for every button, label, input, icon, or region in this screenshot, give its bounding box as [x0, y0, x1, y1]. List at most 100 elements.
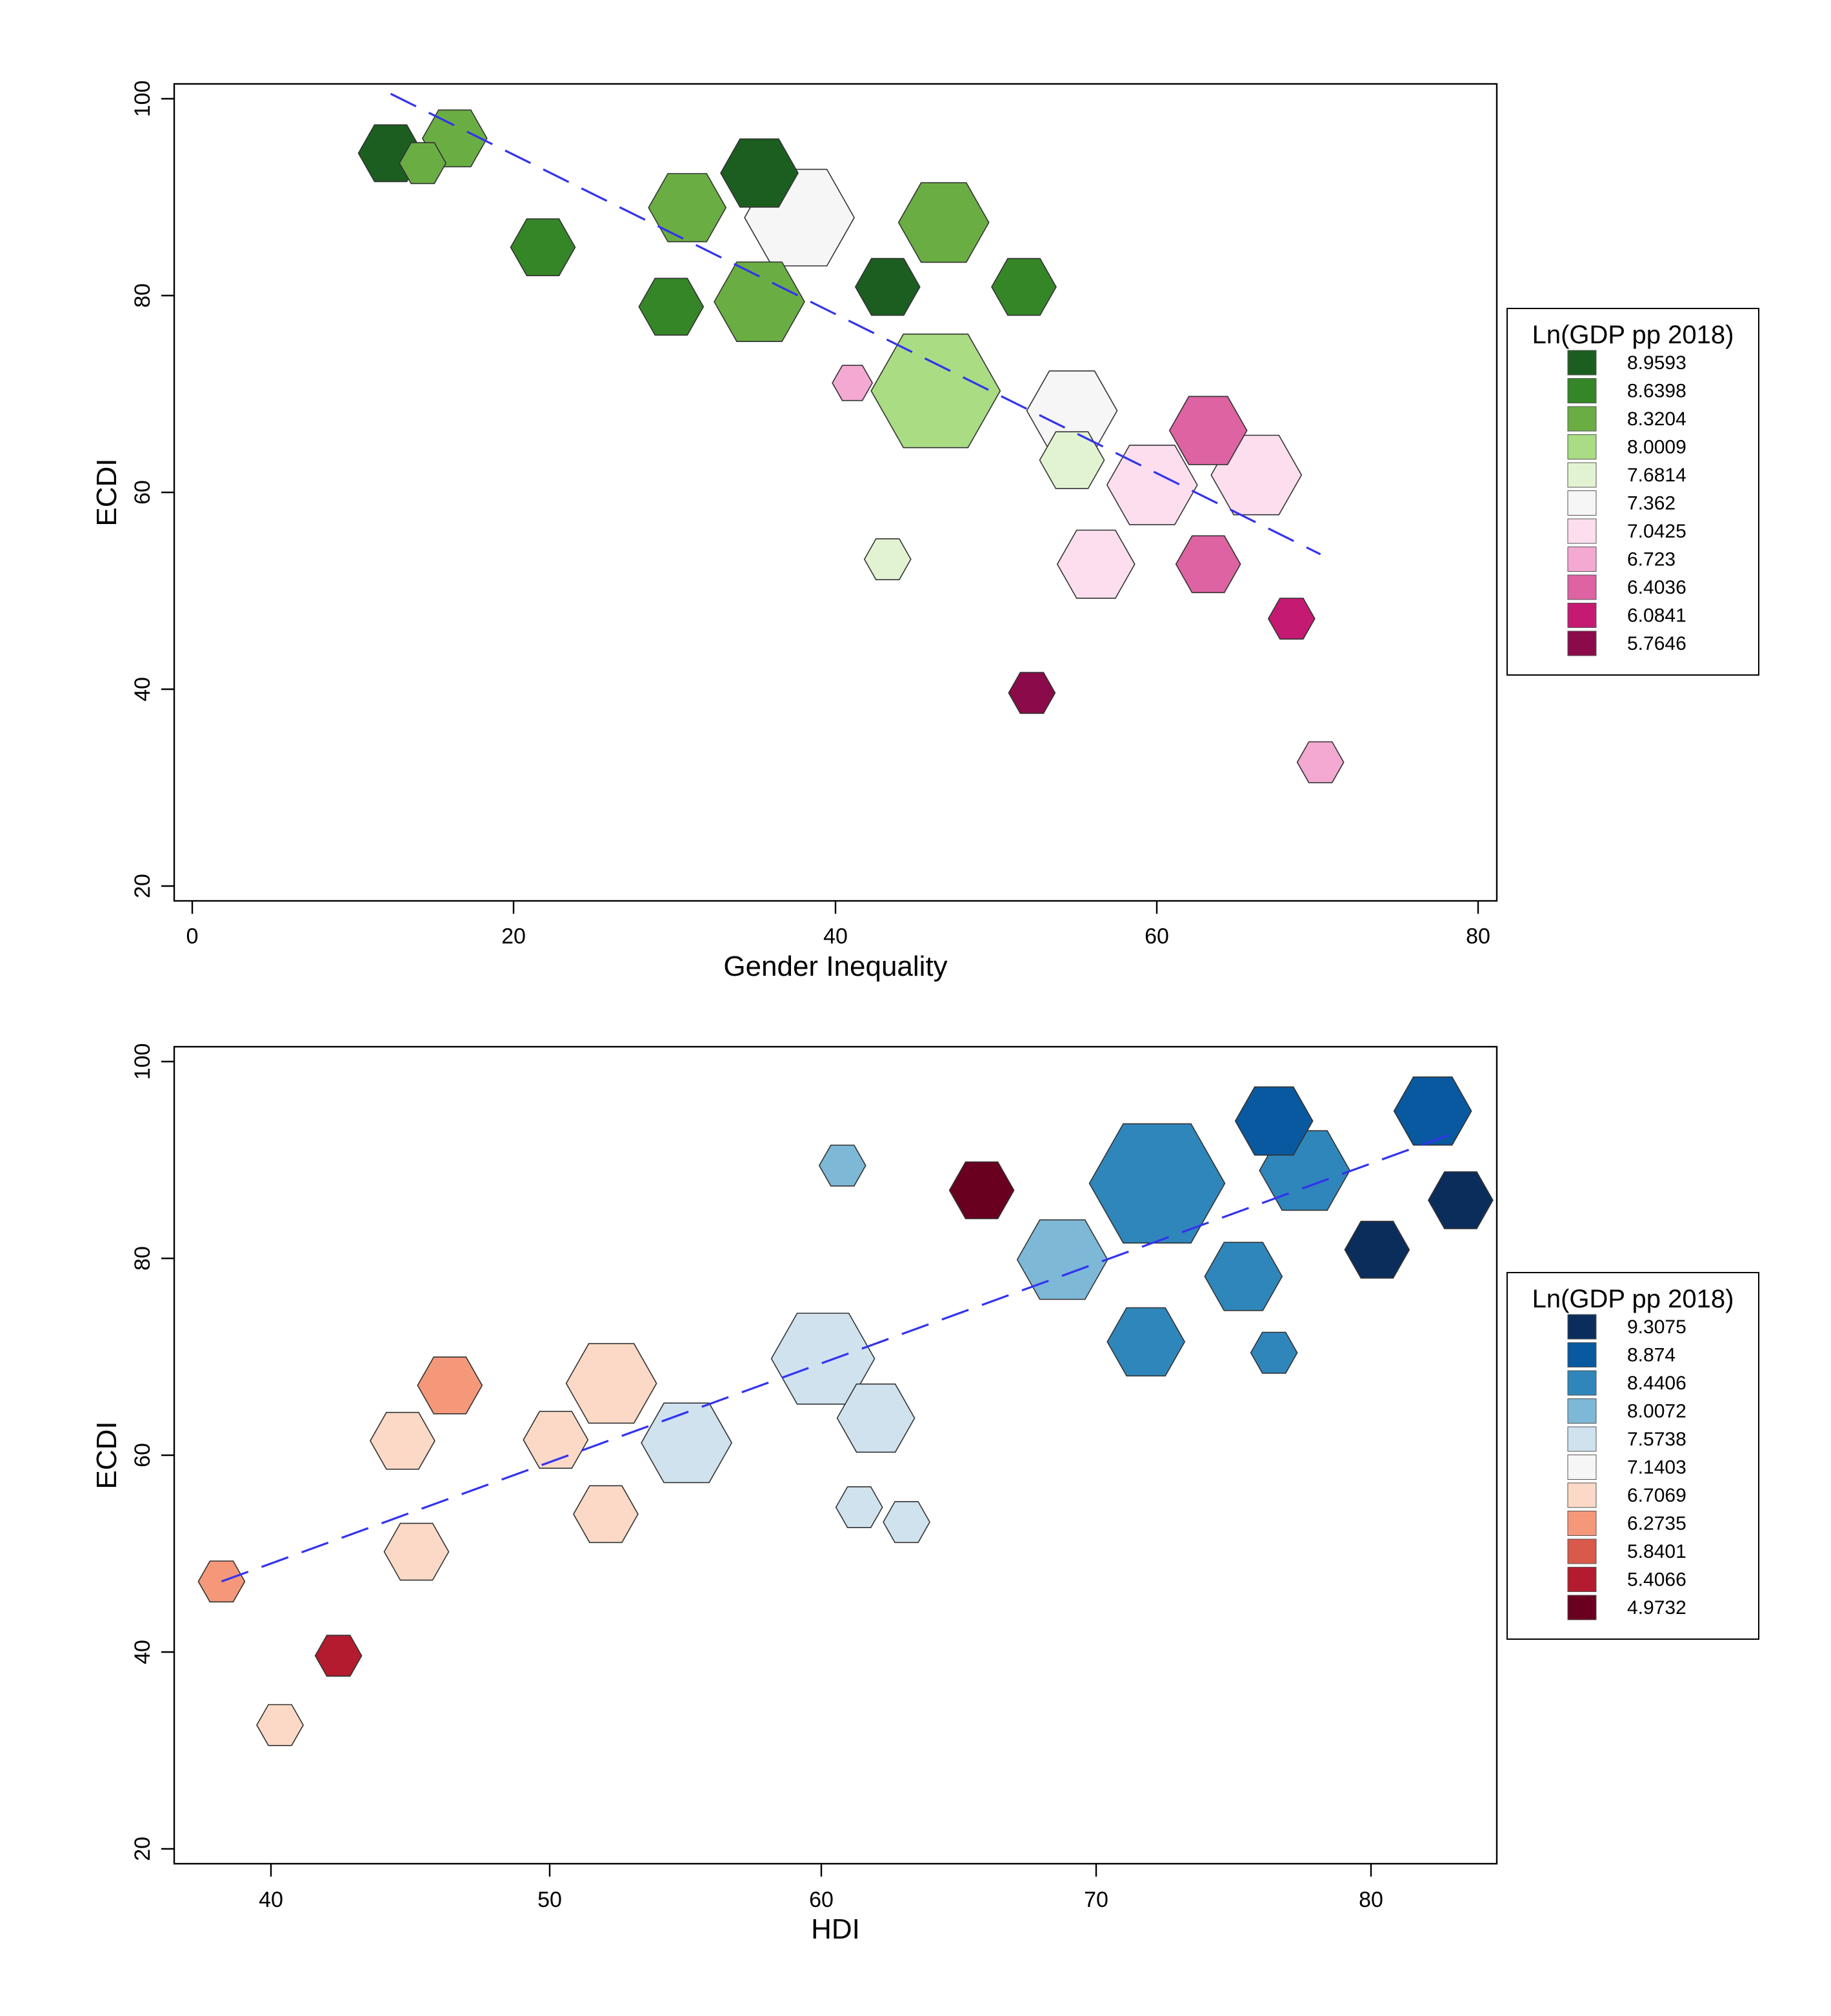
chart-1-x-tick: 0 [186, 901, 199, 949]
chart-1-hex-point [1296, 741, 1345, 783]
svg-text:60: 60 [809, 1888, 834, 1912]
chart-1-legend-swatch [1567, 574, 1597, 600]
chart-2-legend-swatch [1567, 1342, 1597, 1367]
svg-text:20: 20 [130, 874, 155, 898]
chart-2-y-tick: 100 [130, 1043, 174, 1080]
chart-1-hex-point [1106, 445, 1198, 525]
chart-1-y-tick: 20 [130, 874, 174, 898]
chart-1-x-ticks: 0 20 40 60 80 [186, 901, 1490, 949]
chart-1-legend-swatch [1567, 547, 1597, 572]
chart-1-hex-point [510, 218, 576, 277]
chart-1: 0 20 40 60 80 20 [91, 81, 1759, 982]
chart-1-hex-point [991, 257, 1057, 316]
chart-2-x-tick: 70 [1084, 1864, 1108, 1912]
chart-1-legend-swatch [1567, 406, 1597, 432]
chart-1-legend-label: 6.723 [1627, 549, 1676, 570]
chart-1-legend-label: 6.4036 [1627, 577, 1686, 598]
chart-2-legend-swatch [1567, 1567, 1597, 1592]
chart-1-legend-swatch [1567, 518, 1597, 544]
chart-2-fit-line [221, 1129, 1461, 1583]
chart-2-x-tick: 40 [259, 1864, 283, 1912]
chart-1-x-axis-title: Gender Inequality [723, 951, 947, 982]
svg-text:60: 60 [130, 480, 155, 505]
chart-1-legend-label: 7.6814 [1627, 465, 1686, 486]
chart-2-legend-box [1506, 1272, 1759, 1640]
chart-2-legend-swatch [1567, 1455, 1597, 1480]
chart-2-legend-label: 5.4066 [1627, 1569, 1686, 1591]
chart-2-hex-point [1427, 1171, 1494, 1229]
chart-1-legend-swatch [1567, 378, 1597, 403]
chart-2-legend-label: 6.7069 [1627, 1485, 1686, 1506]
chart-1-hex-point [1175, 535, 1241, 594]
svg-text:20: 20 [501, 924, 526, 949]
chart-2-hex-point [1393, 1076, 1472, 1146]
chart-1-hex-point [1168, 396, 1248, 465]
chart-1-hex-point [648, 173, 727, 243]
chart-1-legend-swatch [1567, 462, 1597, 488]
chart-2-hexagons [197, 1076, 1494, 1746]
chart-1-legend: Ln(GDP pp 2018) 8.9593 8.6398 8.3204 8.0009… [1506, 308, 1759, 676]
chart-1-y-tick: 40 [130, 677, 174, 701]
chart-1-x-tick: 40 [823, 901, 848, 949]
chart-2-legend-entries: 9.3075 8.874 8.4406 8.0072 7.5738 7.1403 6.706… [1567, 1314, 1686, 1620]
svg-text:80: 80 [130, 1246, 155, 1271]
chart-1-y-tick: 100 [130, 81, 174, 117]
svg-text:40: 40 [130, 1640, 155, 1664]
chart-2-x-axis-title: HDI [811, 1913, 860, 1945]
chart-2-legend-label: 7.5738 [1627, 1429, 1686, 1450]
chart-1-hex-point [832, 365, 874, 401]
chart-1-hex-point [897, 182, 990, 263]
chart-1-fit-line [390, 92, 1321, 556]
chart-1-hexagons [357, 109, 1345, 783]
chart-2-legend-swatch [1567, 1595, 1597, 1620]
chart-2-hex-point [572, 1485, 639, 1544]
chart-2-hex-point [1106, 1307, 1186, 1376]
chart-1-legend-label: 8.6398 [1627, 381, 1686, 402]
chart-2-hex-point [417, 1356, 483, 1415]
chart-2-legend-label: 8.0072 [1627, 1401, 1686, 1422]
chart-2-legend-swatch [1567, 1426, 1597, 1452]
svg-text:80: 80 [1359, 1888, 1383, 1912]
chart-2-legend-swatch [1567, 1314, 1597, 1340]
svg-text:0: 0 [186, 924, 199, 949]
svg-text:80: 80 [130, 283, 155, 308]
chart-2: 40 50 60 70 80 20 [91, 1043, 1759, 1945]
chart-2-legend: Ln(GDP pp 2018) 9.3075 8.874 8.4406 8.0072 7… [1506, 1272, 1759, 1640]
chart-1-hex-point [863, 538, 912, 581]
chart-2-hex-point [1250, 1331, 1298, 1374]
svg-text:40: 40 [259, 1888, 283, 1912]
chart-2-y-axis-title: ECDI [91, 1421, 123, 1489]
chart-2-hex-point [314, 1635, 363, 1677]
chart-2-legend-swatch [1567, 1370, 1597, 1396]
chart-2-legend-label: 9.3075 [1627, 1316, 1686, 1338]
chart-2-y-tick: 80 [130, 1246, 174, 1271]
chart-1-legend-swatch [1567, 434, 1597, 459]
chart-2-legend-swatch [1567, 1398, 1597, 1424]
chart-2-y-ticks: 20 40 60 80 100 [130, 1043, 174, 1861]
svg-text:70: 70 [1084, 1888, 1108, 1912]
chart-1-legend-label: 8.3204 [1627, 408, 1686, 430]
chart-2-hex-point [256, 1704, 304, 1746]
chart-2-x-tick: 80 [1359, 1864, 1383, 1912]
chart-2-y-tick: 40 [130, 1640, 174, 1664]
chart-1-hex-point [638, 277, 705, 336]
chart-2-hex-point [1204, 1242, 1283, 1311]
chart-1-hex-point [1008, 672, 1056, 714]
chart-1-legend-box [1506, 308, 1759, 676]
chart-2-hex-point [523, 1411, 589, 1469]
chart-1-y-ticks: 20 40 60 80 100 [130, 81, 174, 898]
chart-1-hex-point [720, 138, 799, 208]
chart-2-hex-point [369, 1411, 435, 1470]
chart-2-y-tick: 20 [130, 1837, 174, 1861]
chart-1-legend-label: 5.7646 [1627, 633, 1686, 654]
chart-2-hex-point [770, 1313, 875, 1405]
chart-1-hex-point [870, 333, 1001, 449]
chart-2-legend-label: 4.9732 [1627, 1597, 1686, 1618]
chart-2-x-tick: 50 [537, 1864, 562, 1912]
chart-1-hex-point [854, 257, 921, 316]
chart-1-hex-point [399, 142, 447, 185]
chart-1-hex-point [1039, 431, 1105, 489]
chart-2-hex-point [836, 1383, 916, 1453]
svg-text:80: 80 [1466, 924, 1490, 949]
